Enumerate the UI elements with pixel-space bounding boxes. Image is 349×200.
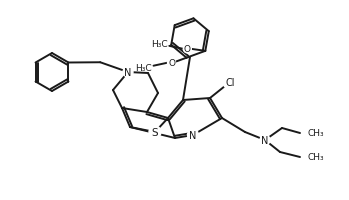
Text: H₃C: H₃C bbox=[151, 40, 168, 49]
Text: CH₃: CH₃ bbox=[308, 153, 324, 162]
Text: Cl: Cl bbox=[225, 78, 235, 88]
Circle shape bbox=[260, 135, 270, 145]
Text: O: O bbox=[184, 45, 191, 54]
Text: H₃C: H₃C bbox=[135, 64, 152, 73]
Text: N: N bbox=[124, 68, 132, 78]
Text: CH₃: CH₃ bbox=[308, 129, 324, 138]
Text: N: N bbox=[261, 135, 269, 145]
Circle shape bbox=[168, 59, 176, 67]
Text: S: S bbox=[152, 127, 158, 137]
Circle shape bbox=[223, 76, 237, 90]
Circle shape bbox=[123, 68, 133, 78]
Circle shape bbox=[183, 46, 191, 54]
Circle shape bbox=[149, 126, 161, 138]
Text: O: O bbox=[168, 59, 175, 68]
Text: N: N bbox=[189, 130, 197, 140]
Circle shape bbox=[187, 130, 199, 141]
